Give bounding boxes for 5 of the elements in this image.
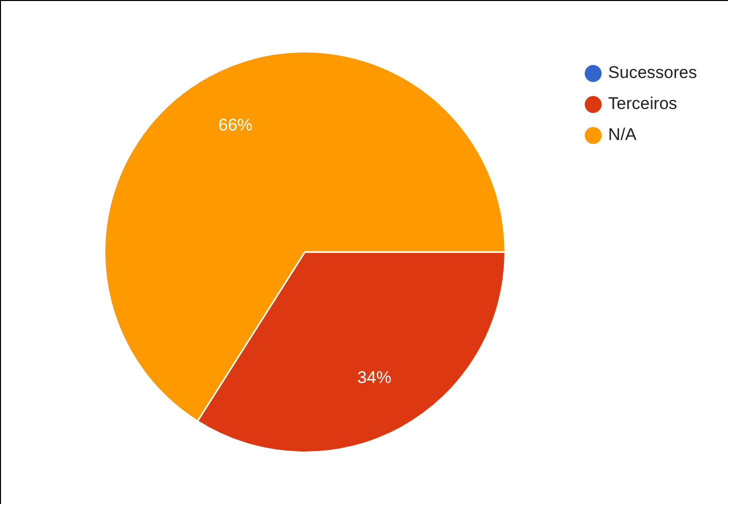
data-label: 66% — [218, 115, 252, 134]
legend-label: Sucessores — [608, 63, 698, 82]
legend-label: N/A — [608, 125, 638, 144]
data-label: 34% — [357, 368, 392, 388]
legend-label: Terceiros — [608, 94, 678, 114]
